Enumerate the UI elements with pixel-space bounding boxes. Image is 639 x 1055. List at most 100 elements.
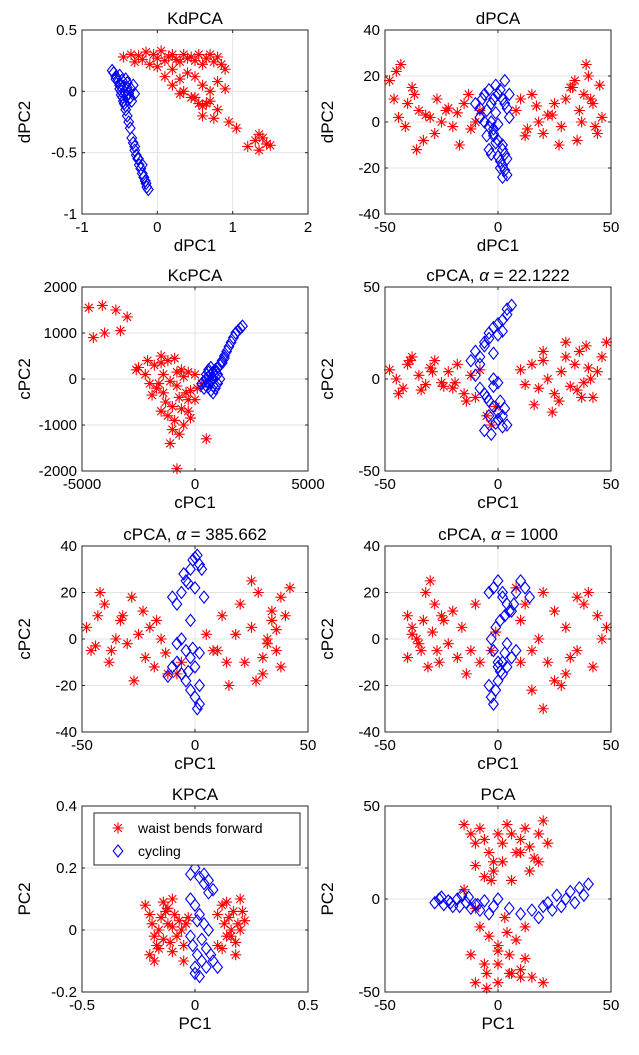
- data-point-diamond: [533, 910, 545, 925]
- y-tick-label: -1000: [39, 417, 77, 434]
- data-point-asterisk: [555, 680, 567, 691]
- data-point-asterisk: [151, 614, 163, 626]
- data-point-asterisk: [417, 614, 429, 626]
- data-point-diamond: [503, 110, 515, 125]
- y-axis-label: PC2: [15, 882, 34, 915]
- data-point-diamond: [182, 664, 194, 679]
- data-point-asterisk: [402, 610, 414, 622]
- data-point-asterisk: [431, 645, 443, 657]
- data-point-asterisk: [173, 428, 185, 440]
- data-point-diamond: [537, 899, 549, 914]
- data-point-asterisk: [166, 946, 178, 958]
- data-point-diamond: [127, 135, 139, 150]
- data-point-asterisk: [204, 49, 216, 61]
- data-point-asterisk: [576, 391, 588, 403]
- data-point-asterisk: [204, 85, 216, 97]
- data-point-asterisk: [249, 134, 261, 146]
- data-point-diamond: [492, 327, 504, 342]
- data-point-asterisk: [594, 79, 606, 91]
- data-point-asterisk: [571, 591, 583, 603]
- data-point-diamond: [184, 613, 196, 628]
- y-tick-label: 0: [69, 371, 77, 388]
- data-point-asterisk: [164, 375, 176, 387]
- plot-frame: [81, 545, 309, 733]
- legend-marker-diamond: [112, 844, 124, 858]
- data-point-asterisk: [420, 109, 432, 121]
- data-point-asterisk: [474, 921, 486, 933]
- y-tick-label: 0: [69, 922, 77, 939]
- data-point-asterisk: [221, 896, 233, 908]
- data-point-asterisk: [388, 93, 400, 105]
- data-point-asterisk: [501, 819, 513, 831]
- data-point-asterisk: [197, 100, 209, 112]
- data-point-asterisk: [469, 860, 481, 872]
- data-point-asterisk: [144, 58, 156, 70]
- data-point-asterisk: [230, 949, 242, 961]
- data-point-asterisk: [384, 364, 396, 376]
- data-point-asterisk: [200, 433, 212, 445]
- data-point-asterisk: [546, 109, 558, 121]
- data-point-asterisk: [275, 661, 287, 673]
- series-cycling: [106, 63, 154, 197]
- data-point-asterisk: [212, 51, 224, 63]
- y-axis-label: cPC2: [318, 358, 337, 400]
- data-point-diamond: [501, 660, 513, 674]
- x-tick-label: -50: [374, 997, 396, 1014]
- data-point-diamond: [555, 899, 567, 914]
- data-point-diamond: [524, 590, 536, 605]
- data-point-asterisk: [148, 359, 160, 371]
- data-point-asterisk: [526, 358, 538, 370]
- data-point-asterisk: [85, 645, 97, 657]
- data-point-diamond: [187, 553, 199, 567]
- data-point-asterisk: [533, 382, 545, 394]
- data-point-diamond: [485, 632, 497, 646]
- data-point-asterisk: [157, 368, 169, 380]
- data-point-diamond: [114, 68, 126, 83]
- data-point-asterisk: [582, 587, 594, 598]
- data-point-asterisk: [485, 874, 497, 886]
- data-point-diamond: [129, 139, 141, 154]
- data-point-asterisk: [230, 936, 242, 948]
- data-point-asterisk: [469, 391, 481, 403]
- data-point-asterisk: [497, 837, 509, 849]
- data-point-diamond: [194, 907, 206, 922]
- data-point-asterisk: [431, 93, 443, 105]
- data-point-asterisk: [519, 130, 531, 142]
- data-point-asterisk: [139, 368, 151, 380]
- y-tick-label: 2000: [44, 279, 77, 296]
- y-tick-label: -50: [358, 463, 380, 480]
- data-point-asterisk: [478, 833, 490, 845]
- data-point-asterisk: [524, 841, 536, 853]
- data-point-asterisk: [270, 624, 282, 636]
- data-point-asterisk: [175, 403, 187, 415]
- data-point-diamond: [485, 427, 497, 442]
- x-tick-label: 50: [603, 997, 620, 1014]
- data-point-diamond: [184, 650, 196, 665]
- series-cycling: [465, 298, 518, 442]
- plot-frame: [384, 545, 612, 733]
- data-point-diamond: [497, 655, 509, 670]
- data-point-asterisk: [155, 912, 167, 924]
- data-point-asterisk: [526, 971, 538, 983]
- data-point-asterisk: [591, 366, 603, 378]
- data-point-diamond: [492, 375, 504, 390]
- data-point-diamond: [478, 87, 490, 102]
- x-tick-label: 1: [228, 219, 236, 236]
- data-point-asterisk: [490, 401, 502, 413]
- data-point-diamond: [490, 135, 502, 150]
- data-point-diamond: [180, 673, 192, 688]
- data-point-diamond: [223, 339, 235, 354]
- x-axis-label: dPC1: [477, 236, 520, 255]
- data-point-asterisk: [266, 614, 278, 626]
- data-point-diamond: [542, 895, 554, 910]
- data-point-asterisk: [230, 122, 242, 134]
- chart-title: cPCA, α = 22.1222: [426, 266, 569, 285]
- data-point-asterisk: [469, 837, 481, 849]
- data-point-asterisk: [284, 582, 296, 594]
- data-point-asterisk: [440, 105, 452, 116]
- y-tick-label: -40: [358, 724, 380, 741]
- plot-frame: [81, 286, 309, 472]
- x-tick-label: -50: [374, 737, 396, 754]
- data-point-asterisk: [569, 358, 581, 370]
